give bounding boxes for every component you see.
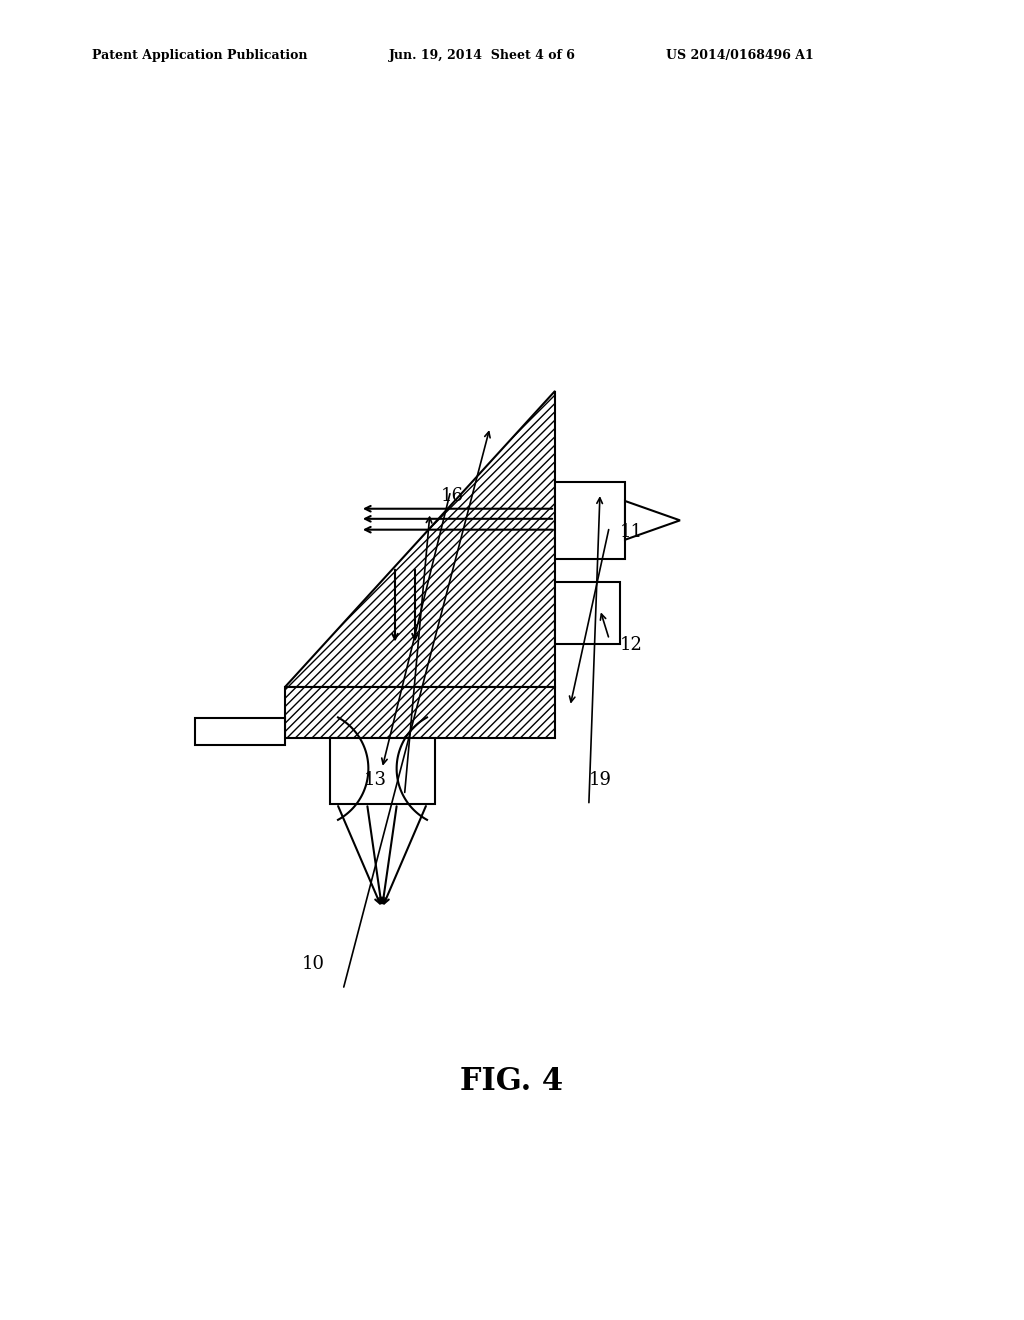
Text: 11: 11 — [620, 523, 642, 541]
Polygon shape — [555, 482, 625, 560]
Text: 10: 10 — [302, 956, 325, 973]
Text: Patent Application Publication: Patent Application Publication — [92, 49, 307, 62]
Text: 16: 16 — [440, 487, 463, 506]
Text: 12: 12 — [620, 636, 642, 653]
Text: 19: 19 — [589, 771, 611, 789]
Text: Jun. 19, 2014  Sheet 4 of 6: Jun. 19, 2014 Sheet 4 of 6 — [389, 49, 575, 62]
Text: 13: 13 — [364, 771, 386, 789]
Text: US 2014/0168496 A1: US 2014/0168496 A1 — [666, 49, 813, 62]
Polygon shape — [625, 502, 680, 540]
Text: FIG. 4: FIG. 4 — [461, 1067, 563, 1097]
Polygon shape — [285, 391, 555, 688]
Polygon shape — [555, 582, 620, 644]
Polygon shape — [195, 718, 285, 746]
Polygon shape — [285, 688, 555, 738]
Polygon shape — [330, 738, 435, 804]
